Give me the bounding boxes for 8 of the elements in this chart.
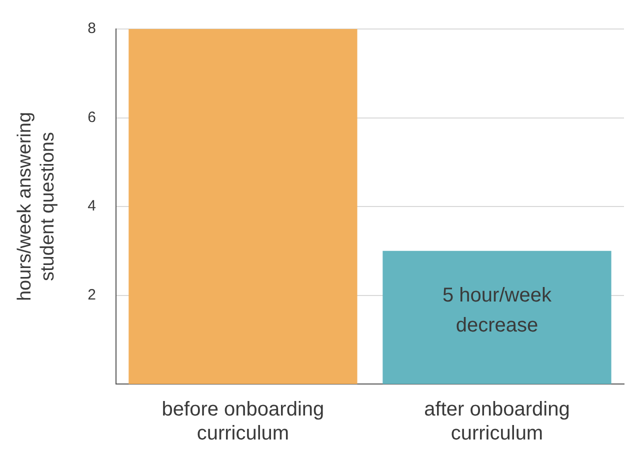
y-tick-label: 2: [88, 286, 96, 304]
x-tick-label: before onboarding curriculum: [162, 398, 324, 445]
annotation: 5 hour/week decrease: [442, 284, 552, 336]
y-tick-label: 6: [88, 108, 96, 126]
y-tick-label: 8: [88, 20, 96, 38]
y-axis-title: hours/week answering student questions: [14, 112, 58, 302]
x-tick-label: after onboarding curriculum: [424, 398, 570, 445]
y-tick-label: 4: [88, 198, 96, 215]
